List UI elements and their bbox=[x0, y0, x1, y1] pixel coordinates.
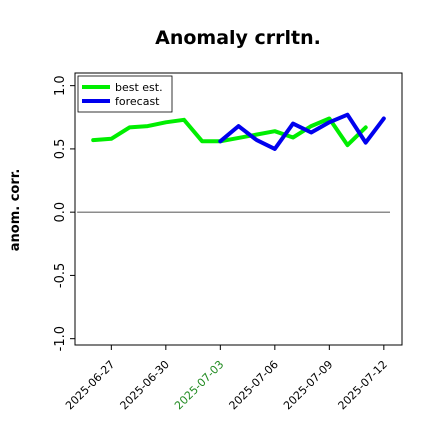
x-tick-label: 2025-07-06 bbox=[227, 358, 281, 412]
x-tick-label: 2025-07-09 bbox=[281, 358, 335, 412]
y-tick-label: 1.0 bbox=[53, 75, 68, 96]
legend-label-forecast: forecast bbox=[115, 95, 160, 108]
y-axis-label: anom. corr. bbox=[8, 169, 23, 252]
series-line-best-est bbox=[91, 116, 368, 148]
y-tick-label: 0.5 bbox=[53, 139, 68, 160]
legend-label-best-est: best est. bbox=[115, 81, 163, 94]
x-tick-label: 2025-06-30 bbox=[118, 358, 172, 412]
series-line-forecast bbox=[218, 112, 386, 151]
series-lines bbox=[91, 112, 386, 151]
chart-title: Anomaly crrltn. bbox=[155, 27, 321, 49]
x-tick-label: 2025-07-12 bbox=[336, 358, 390, 412]
plot-area-frame bbox=[74, 72, 403, 346]
legend-box bbox=[77, 75, 173, 113]
y-tick-label: 0.0 bbox=[53, 202, 68, 223]
y-axis-ticks: -1.0 -0.5 0.0 0.5 1.0 bbox=[53, 75, 75, 351]
y-tick-label: -0.5 bbox=[53, 263, 68, 288]
y-tick-label: -1.0 bbox=[53, 326, 68, 351]
x-tick-label: 2025-06-27 bbox=[63, 358, 117, 412]
legend: best est. forecast bbox=[77, 75, 173, 113]
x-tick-label: 2025-07-03 bbox=[172, 358, 226, 412]
x-axis-ticks: 2025-06-27 2025-06-30 2025-07-03 2025-07-06… bbox=[63, 345, 390, 412]
